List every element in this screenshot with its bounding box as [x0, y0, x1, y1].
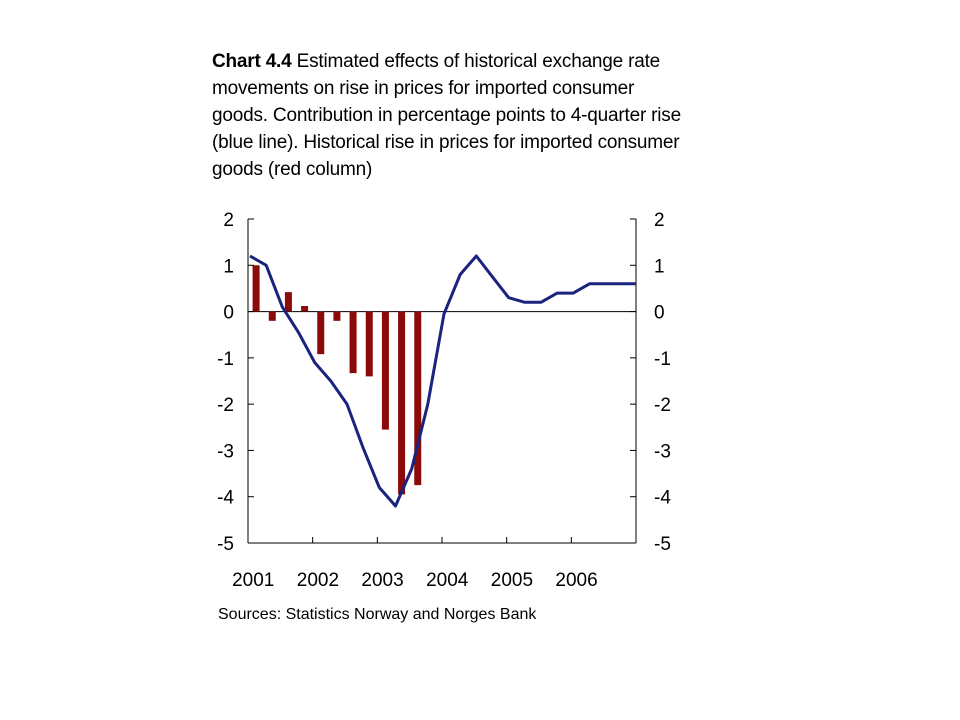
- blue-line: [249, 254, 636, 508]
- y-right-tick-label: 0: [654, 303, 665, 324]
- x-tick-label: 2005: [491, 570, 533, 591]
- y-right-tick-label: -1: [654, 349, 671, 370]
- y-right-tick-label: -3: [654, 441, 671, 462]
- y-right-tick-label: -4: [654, 488, 671, 509]
- chart-title: Chart 4.4 Estimated effects of historica…: [212, 48, 682, 183]
- bar-series: [252, 265, 422, 495]
- x-tick-label: 2002: [297, 570, 339, 591]
- source-note: Sources: Statistics Norway and Norges Ba…: [218, 606, 537, 623]
- y-right-tick-label: 1: [654, 256, 665, 277]
- bar-2002Q2: [333, 311, 341, 321]
- bar-2001Q3: [284, 292, 292, 312]
- y-right-tick-label: 2: [654, 210, 665, 231]
- chart-frame: [247, 219, 637, 544]
- bar-2001Q4: [301, 306, 309, 312]
- x-tick-label: 2001: [232, 570, 274, 591]
- x-tick-label: 2003: [361, 570, 403, 591]
- axis-ticks: [247, 218, 637, 544]
- y-left-tick-label: 1: [223, 256, 234, 277]
- bar-2001Q2: [268, 311, 276, 321]
- y-left-tick-label: -1: [217, 349, 234, 370]
- y-left-tick-label: -5: [217, 534, 234, 555]
- y-left-tick-label: 0: [223, 303, 234, 324]
- y-left-tick-label: -3: [217, 441, 234, 462]
- bar-2002Q1: [317, 311, 325, 355]
- y-left-tick-label: 2: [223, 210, 234, 231]
- bar-2003Q3: [414, 311, 422, 486]
- bar-2001Q1: [252, 265, 260, 312]
- chart-title-text: Estimated effects of historical exchange…: [212, 51, 681, 180]
- bar-2002Q4: [365, 311, 373, 377]
- x-tick-label: 2004: [426, 570, 469, 591]
- x-tick-label: 2006: [555, 570, 597, 591]
- bar-2002Q3: [349, 311, 357, 374]
- bar-2003Q2: [398, 311, 406, 495]
- y-left-tick-label: -4: [217, 488, 234, 509]
- bar-2003Q1: [381, 311, 389, 430]
- line-series: [249, 254, 636, 508]
- axis-labels: 2 1 0 -1 -2 -3 -4 -5 2 1 0 -1 -2 -3 -4 -5 2001 2002 2003 20…: [217, 210, 671, 591]
- y-right-tick-label: -2: [654, 395, 671, 416]
- chart-number: Chart 4.4: [212, 51, 292, 72]
- y-left-tick-label: -2: [217, 395, 234, 416]
- y-right-tick-label: -5: [654, 534, 671, 555]
